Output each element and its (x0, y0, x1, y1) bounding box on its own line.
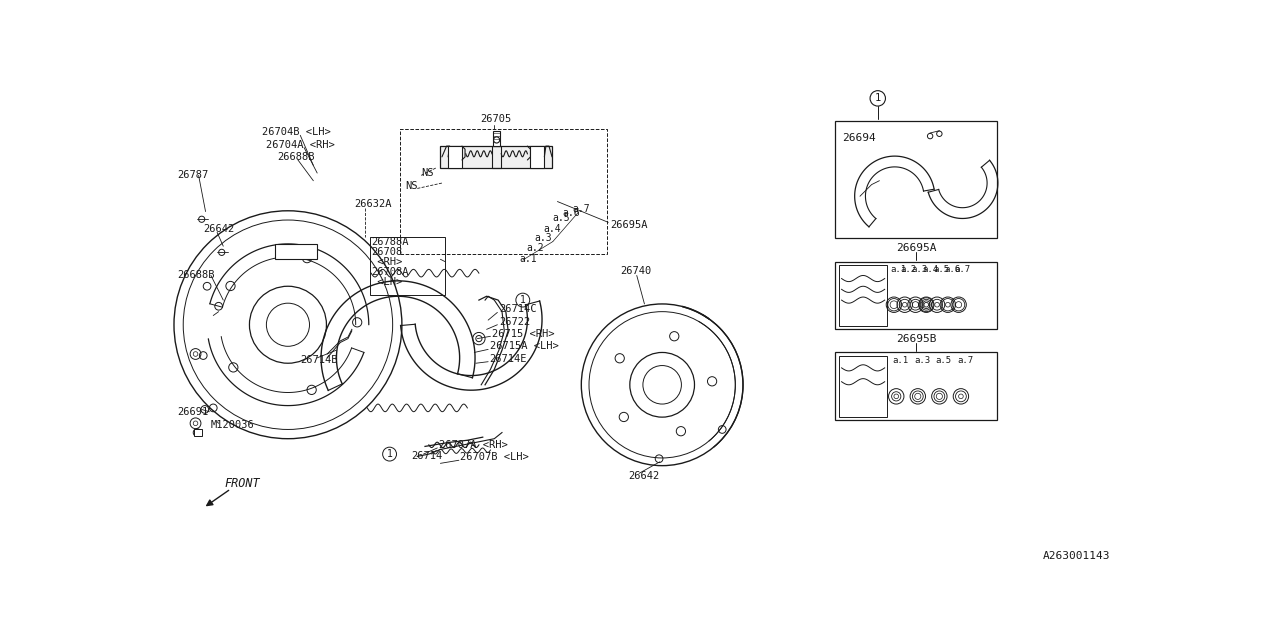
Bar (493, 131, 500, 146)
Text: a.1: a.1 (890, 265, 906, 274)
Text: <RH>: <RH> (371, 257, 402, 268)
Text: 26642: 26642 (204, 224, 234, 234)
Text: 26705: 26705 (480, 114, 512, 124)
Text: a.5: a.5 (553, 214, 571, 223)
Text: 26708: 26708 (371, 247, 402, 257)
Text: 26632A: 26632A (355, 199, 392, 209)
Bar (275, 244, 317, 259)
Bar (836, 122, 997, 239)
Text: 26788A: 26788A (371, 237, 408, 247)
Text: a.4: a.4 (544, 224, 561, 234)
Text: NS: NS (421, 168, 434, 178)
Text: a.5: a.5 (933, 265, 950, 274)
Text: 26714E: 26714E (490, 354, 527, 364)
Bar (401, 129, 607, 254)
Text: a.3: a.3 (534, 234, 552, 243)
Text: 26704B <LH>: 26704B <LH> (262, 127, 330, 137)
Text: a.1: a.1 (518, 253, 536, 264)
Bar (492, 146, 502, 168)
Bar (530, 146, 544, 168)
Text: FRONT: FRONT (225, 477, 260, 490)
Text: a.5: a.5 (936, 356, 951, 365)
Text: 26714C: 26714C (499, 305, 536, 314)
Text: 26695A: 26695A (609, 220, 648, 230)
Text: 26787: 26787 (177, 170, 209, 180)
Text: a.3: a.3 (911, 265, 928, 274)
Text: a.3: a.3 (914, 356, 931, 365)
Text: 26714: 26714 (411, 451, 443, 461)
Text: a.7: a.7 (573, 204, 590, 214)
Text: 26642: 26642 (628, 470, 659, 481)
Bar (370, 237, 445, 294)
Text: M120036: M120036 (211, 420, 255, 430)
Text: 26688B: 26688B (177, 271, 215, 280)
Text: 26695A: 26695A (896, 243, 937, 253)
Text: 26707B <LH>: 26707B <LH> (461, 452, 529, 462)
Text: 26704A <RH>: 26704A <RH> (266, 140, 334, 150)
Text: NS: NS (406, 181, 419, 191)
Text: 26688B: 26688B (278, 152, 315, 162)
Text: 1: 1 (387, 449, 393, 459)
Text: a.2: a.2 (901, 265, 916, 274)
Text: a.7: a.7 (957, 356, 973, 365)
Bar (440, 146, 552, 168)
Text: 26691: 26691 (177, 407, 209, 417)
Text: a.6: a.6 (563, 208, 580, 218)
Bar (836, 262, 997, 330)
Text: 1: 1 (874, 93, 881, 103)
Text: 26695B: 26695B (896, 333, 937, 344)
Text: 26708A: 26708A (371, 268, 408, 277)
Text: A263001143: A263001143 (1042, 551, 1110, 561)
Text: 26740: 26740 (620, 266, 652, 276)
Text: 1: 1 (520, 295, 526, 305)
Text: a.4: a.4 (923, 265, 938, 274)
Text: a.1: a.1 (892, 356, 909, 365)
Text: a.7: a.7 (955, 265, 972, 274)
Text: a.6: a.6 (943, 265, 960, 274)
Text: 26707A <RH>: 26707A <RH> (439, 440, 508, 450)
Bar (840, 265, 887, 326)
Text: 26714B: 26714B (301, 355, 338, 365)
Bar (840, 356, 887, 417)
Bar (836, 353, 997, 420)
Text: 26694: 26694 (842, 133, 876, 143)
Text: 26715 <RH>: 26715 <RH> (492, 329, 554, 339)
Bar (448, 146, 462, 168)
Bar (195, 429, 202, 436)
Text: a.2: a.2 (526, 243, 544, 253)
Text: <LH>: <LH> (371, 277, 402, 287)
Text: 26722: 26722 (499, 317, 530, 326)
Text: 26715A <LH>: 26715A <LH> (490, 341, 558, 351)
